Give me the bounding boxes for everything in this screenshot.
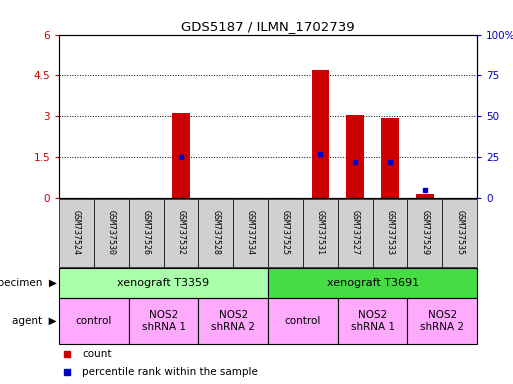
Text: control: control: [75, 316, 112, 326]
Text: GSM737534: GSM737534: [246, 210, 255, 255]
Text: NOS2
shRNA 2: NOS2 shRNA 2: [420, 310, 464, 332]
Text: control: control: [285, 316, 321, 326]
Bar: [59, 268, 268, 298]
Text: GSM737527: GSM737527: [351, 210, 360, 255]
Bar: [233, 199, 268, 267]
Bar: [172, 113, 190, 198]
Bar: [346, 115, 364, 198]
Text: GSM737528: GSM737528: [211, 210, 220, 255]
Bar: [311, 70, 329, 198]
Text: GSM737530: GSM737530: [107, 210, 116, 255]
Bar: [407, 298, 477, 344]
Bar: [268, 199, 303, 267]
Text: agent  ▶: agent ▶: [12, 316, 56, 326]
Bar: [442, 199, 477, 267]
Bar: [94, 199, 129, 267]
Bar: [407, 199, 442, 267]
Bar: [59, 199, 94, 267]
Text: NOS2
shRNA 2: NOS2 shRNA 2: [211, 310, 255, 332]
Text: percentile rank within the sample: percentile rank within the sample: [82, 366, 258, 377]
Text: GSM737526: GSM737526: [142, 210, 151, 255]
Text: GSM737535: GSM737535: [455, 210, 464, 255]
Text: GSM737529: GSM737529: [420, 210, 429, 255]
Text: count: count: [82, 349, 111, 359]
Text: NOS2
shRNA 1: NOS2 shRNA 1: [142, 310, 186, 332]
Bar: [164, 199, 199, 267]
Bar: [199, 199, 233, 267]
Bar: [129, 199, 164, 267]
Bar: [268, 298, 338, 344]
Text: NOS2
shRNA 1: NOS2 shRNA 1: [350, 310, 394, 332]
Bar: [372, 199, 407, 267]
Bar: [268, 268, 477, 298]
Text: xenograft T3691: xenograft T3691: [326, 278, 419, 288]
Bar: [303, 199, 338, 267]
Bar: [129, 298, 199, 344]
Bar: [381, 118, 399, 198]
Bar: [338, 298, 407, 344]
Text: GSM737525: GSM737525: [281, 210, 290, 255]
Text: specimen  ▶: specimen ▶: [0, 278, 56, 288]
Text: GSM737533: GSM737533: [385, 210, 394, 255]
Text: GSM737532: GSM737532: [176, 210, 185, 255]
Title: GDS5187 / ILMN_1702739: GDS5187 / ILMN_1702739: [181, 20, 355, 33]
Bar: [416, 194, 433, 198]
Bar: [59, 298, 129, 344]
Bar: [199, 298, 268, 344]
Bar: [338, 199, 372, 267]
Text: GSM737524: GSM737524: [72, 210, 81, 255]
Text: GSM737531: GSM737531: [316, 210, 325, 255]
Text: xenograft T3359: xenograft T3359: [117, 278, 210, 288]
